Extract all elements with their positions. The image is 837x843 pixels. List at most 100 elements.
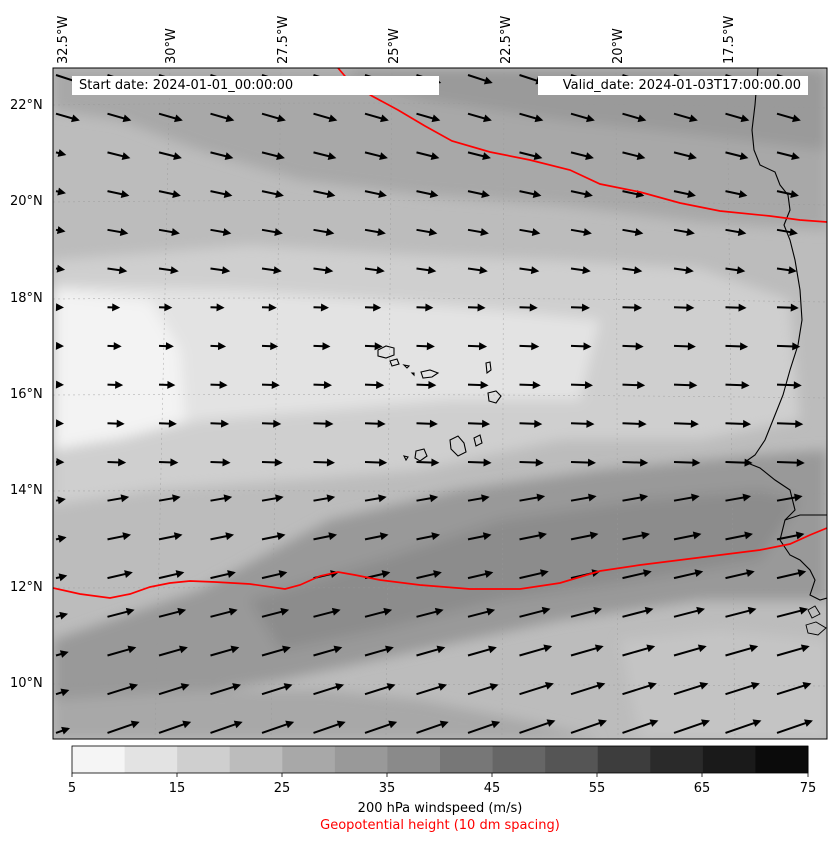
wind-arrow-head — [275, 190, 284, 199]
wind-arrow-head — [335, 683, 345, 691]
colorbar-swatch — [702, 746, 756, 773]
wind-arrow-head — [596, 681, 606, 690]
colorbar-label-55: 55 — [588, 781, 606, 796]
wind-arrow-head — [333, 645, 343, 654]
wind-arrow-head — [689, 381, 698, 390]
colorbar-swatch — [387, 746, 441, 773]
wind-arrow-head — [378, 494, 387, 503]
wind-arrow-head — [170, 266, 179, 275]
geopotential-contour-north — [337, 68, 827, 223]
wind-arrow-head — [224, 152, 234, 161]
wind-arrow-head — [581, 303, 590, 312]
wind-arrow-head — [336, 720, 346, 729]
wind-arrow-head — [232, 683, 242, 691]
africa-coastline — [743, 68, 827, 601]
wind-arrow-head — [790, 303, 799, 312]
wind-arrow-head — [274, 228, 283, 237]
wind-arrow-head — [56, 458, 65, 467]
wind-arrow-head — [58, 573, 68, 582]
wind-arrow-head — [381, 570, 391, 578]
wind-arrow-head — [71, 114, 80, 123]
wind-arrow-head — [274, 458, 283, 467]
wind-arrow-head — [531, 342, 540, 351]
valid-date-label: Valid_date: 2024-01-03T17:00:00.00 — [562, 78, 801, 93]
wind-arrow-head — [285, 720, 295, 729]
wind-arrow-head — [180, 683, 190, 691]
wind-arrow-head — [59, 611, 69, 620]
wind-arrow-head — [275, 494, 284, 503]
wind-arrow-head — [386, 683, 396, 691]
wind-arrow-head — [122, 532, 132, 541]
wind-arrow-head — [221, 266, 231, 275]
wind-arrow-head — [326, 494, 336, 503]
wind-arrow-head — [585, 152, 594, 161]
wind-arrow-head — [797, 569, 807, 578]
wind-arrow-head — [584, 190, 593, 199]
wind-arrow-head — [165, 342, 174, 351]
start-date-label: Start date: 2024-01-01_00:00:00 — [79, 78, 294, 93]
wind-arrow-head — [478, 342, 488, 351]
wind-arrow-head — [637, 381, 646, 390]
wind-arrow-head — [379, 152, 388, 161]
wind-arrow-head — [283, 683, 293, 691]
wind-arrow-head — [322, 342, 331, 351]
wind-arrow-head — [276, 532, 286, 541]
wind-arrow-head — [374, 342, 383, 351]
wind-arrow-head — [639, 493, 649, 502]
wind-arrow-head — [635, 342, 644, 351]
wind-arrow-head — [164, 303, 173, 312]
wind-arrow-head — [223, 494, 233, 503]
wind-arrow-head — [112, 303, 121, 312]
windspeed-field — [53, 68, 827, 739]
wind-arrow-head — [739, 342, 749, 351]
colorbar-label-35: 35 — [378, 781, 396, 796]
wind-arrow-head — [481, 190, 490, 199]
wind-arrow-head — [325, 228, 335, 237]
wind-arrow-head — [328, 114, 338, 123]
wind-arrow-head — [793, 381, 802, 390]
wind-arrow-head — [268, 303, 277, 312]
wind-arrow-head — [586, 114, 595, 123]
colorbar-label-75: 75 — [799, 781, 817, 796]
gambia-river — [784, 514, 827, 521]
wind-arrow-head — [61, 726, 70, 735]
wind-arrow-head — [323, 380, 332, 389]
wind-arrow-head — [182, 720, 192, 729]
geopotential-contour-south — [53, 527, 827, 599]
wind-arrow-head — [649, 719, 659, 727]
wind-arrow-head — [119, 228, 129, 237]
wind-arrow-head — [638, 419, 647, 428]
wind-arrow-head — [482, 532, 492, 541]
wind-arrow-head — [377, 228, 386, 237]
wind-arrow-head — [598, 719, 607, 727]
wind-arrow-head — [532, 190, 542, 199]
colorbar-swatch — [334, 746, 388, 773]
wind-arrow-head — [60, 688, 70, 697]
colorbar-swatch — [229, 746, 283, 773]
wind-arrow-head — [276, 152, 285, 161]
wind-arrow-head — [113, 342, 122, 351]
wind-arrow-head — [230, 645, 240, 654]
lat-label-16n: 16°N — [10, 387, 43, 402]
wind-arrow-head — [788, 266, 797, 275]
wind-arrow-head — [536, 493, 546, 502]
wind-arrow-head — [488, 645, 497, 654]
wind-arrow-head — [791, 152, 800, 161]
wind-arrow-head — [480, 381, 489, 390]
wind-arrow-head — [742, 493, 752, 502]
wind-arrow-head — [177, 607, 187, 616]
wind-arrow-head — [738, 303, 747, 312]
lat-label-20n: 20°N — [10, 194, 43, 209]
wind-arrow-head — [644, 606, 654, 615]
wind-arrow-head — [795, 531, 805, 540]
wind-arrow-head — [643, 569, 652, 578]
wind-arrow-head — [122, 114, 132, 123]
windspeed-colorbar — [72, 746, 809, 773]
lat-label-22n: 22°N — [10, 98, 43, 113]
colorbar-swatch — [72, 746, 126, 773]
wind-arrow-head — [483, 458, 492, 467]
colorbar-swatch — [282, 746, 336, 773]
wind-arrow-head — [383, 607, 393, 616]
wind-arrow-head — [327, 152, 337, 161]
wind-arrow-head — [431, 114, 441, 123]
